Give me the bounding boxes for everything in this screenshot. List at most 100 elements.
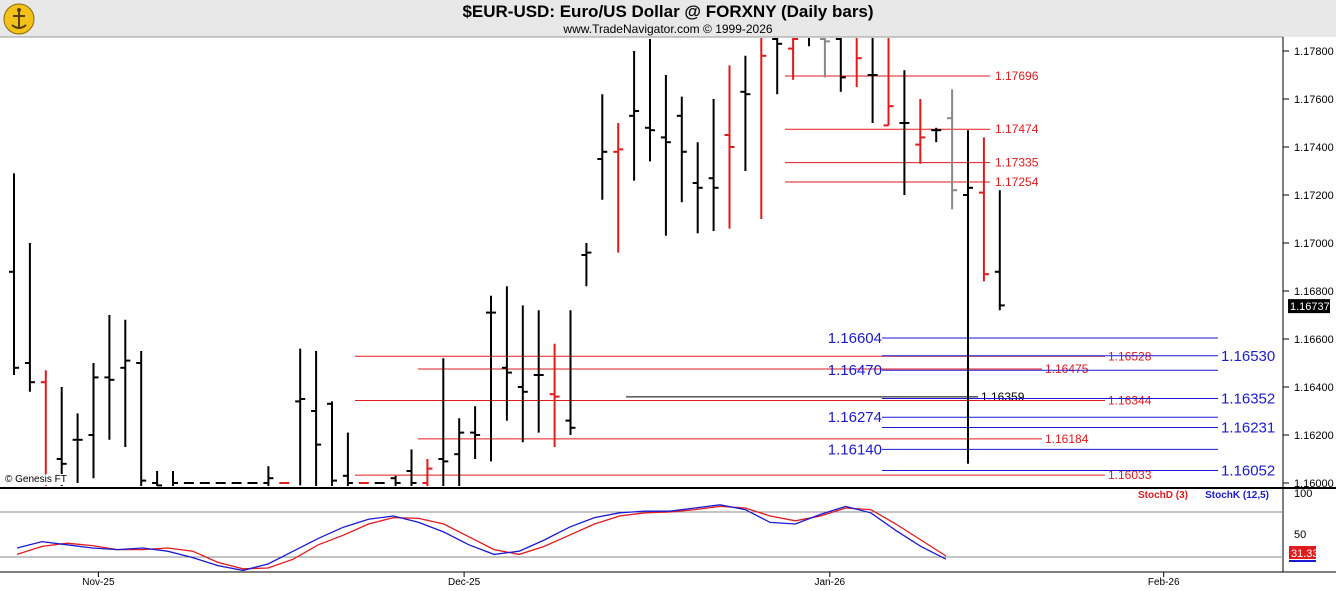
resistance-label-9: 1.16033 — [1108, 468, 1152, 482]
stochD-line — [16, 505, 947, 570]
ohlc-bar-58 — [931, 127, 942, 143]
ohlc-bar-1 — [24, 243, 35, 392]
stoch-tick-100: 100 — [1294, 488, 1312, 500]
x-tick-label-0: Nov-25 — [82, 577, 115, 588]
ohlc-bar-30 — [486, 295, 496, 462]
ohlc-bar-38 — [613, 123, 624, 253]
ohlc-bar-19 — [311, 351, 322, 486]
x-tick-label-3: Feb-26 — [1148, 577, 1180, 588]
ohlc-bar-10 — [172, 471, 178, 486]
support-label-1: 1.16530 — [1221, 348, 1275, 365]
ohlc-bar-59 — [947, 89, 958, 210]
ohlc-bar-32 — [517, 305, 528, 443]
ohlc-bar-21 — [342, 432, 353, 486]
ohlc-bar-48 — [772, 38, 783, 95]
ohlc-bar-4 — [72, 413, 83, 483]
ohlc-bar-35 — [565, 310, 576, 435]
resistance-label-6: 1.16359 — [981, 390, 1025, 404]
x-tick-label-2: Jan-26 — [815, 577, 846, 588]
ohlc-bar-55 — [883, 38, 894, 127]
support-label-5: 1.16231 — [1221, 420, 1275, 437]
ohlc-bar-31 — [501, 286, 512, 421]
ohlc-bar-36 — [581, 243, 592, 287]
copyright-notice: © Genesis FT — [4, 474, 68, 485]
ohlc-bar-57 — [915, 99, 926, 164]
resistance-label-3: 1.17254 — [995, 175, 1039, 189]
date-x-axis: Nov-25 Dec-25 Jan-26 Feb-26 — [82, 572, 1180, 588]
support-label-2: 1.16470 — [828, 362, 882, 379]
resistance-label-2: 1.17335 — [995, 156, 1039, 170]
y-tick-label-9: 1.16000 — [1294, 478, 1334, 490]
ohlc-bar-42 — [676, 96, 687, 203]
last-price-label: 1.16737 — [1290, 301, 1330, 313]
ohlc-bar-29 — [470, 406, 481, 459]
ohlc-bar-39 — [629, 51, 640, 181]
ohlc-bar-40 — [645, 39, 655, 162]
ohlc-bar-3 — [56, 387, 67, 486]
chart-header — [0, 0, 1336, 37]
resistance-label-7: 1.16344 — [1108, 393, 1152, 407]
ohlc-bar-41 — [660, 75, 671, 236]
ohlc-bar-24 — [390, 475, 401, 486]
levels-layer: 1.176961.174741.173351.172541.165281.164… — [355, 69, 1275, 482]
ohlc-bar-37 — [597, 94, 608, 200]
ohlc-bar-8 — [136, 351, 147, 486]
ohlc-bar-18 — [295, 348, 306, 486]
ohlc-bar-53 — [855, 38, 862, 87]
ohlc-bar-27 — [438, 358, 449, 486]
ohlc-bar-56 — [899, 70, 910, 195]
support-label-7: 1.16052 — [1221, 463, 1275, 480]
ohlc-bar-9 — [152, 471, 163, 487]
last-price-marker: 1.16737 — [1288, 299, 1330, 314]
ohlc-bar-45 — [724, 65, 735, 229]
ohlc-bar-54 — [867, 38, 878, 123]
x-tick-label-1: Dec-25 — [448, 577, 481, 588]
ohlc-bar-0 — [9, 173, 19, 375]
ohlc-bar-5 — [88, 363, 99, 479]
ohlc-bar-6 — [104, 315, 115, 440]
ohlc-bar-52 — [835, 38, 846, 92]
stoch-value-badge — [1289, 546, 1316, 559]
stochK-line — [16, 504, 947, 572]
ohlc-bar-20 — [327, 401, 337, 486]
y-tick-label-1: 1.17600 — [1294, 94, 1334, 106]
ohlc-bar-7 — [120, 319, 131, 447]
ohlc-bar-43 — [692, 142, 703, 234]
bars-layer — [9, 38, 1005, 487]
y-tick-label-3: 1.17200 — [1294, 190, 1334, 202]
support-label-4: 1.16274 — [828, 409, 882, 426]
ohlc-bar-61 — [978, 137, 989, 282]
resistance-label-8: 1.16184 — [1045, 432, 1089, 446]
resistance-label-0: 1.17696 — [995, 69, 1039, 83]
y-tick-label-0: 1.17800 — [1294, 46, 1334, 58]
legend-stochD: StochD (3) — [1138, 490, 1188, 501]
support-label-3: 1.16352 — [1221, 391, 1275, 408]
ohlc-bar-62 — [994, 190, 1005, 311]
support-label-0: 1.16604 — [828, 330, 882, 347]
stoch-value-label: 31.33 — [1291, 548, 1319, 560]
y-tick-label-6: 1.16600 — [1294, 334, 1334, 346]
ohlc-bar-51 — [819, 38, 830, 78]
resistance-label-5: 1.16475 — [1045, 362, 1089, 376]
y-tick-label-4: 1.17000 — [1294, 238, 1334, 250]
ohlc-bar-2 — [40, 370, 51, 486]
y-tick-label-5: 1.16800 — [1294, 286, 1334, 298]
navigator-logo-icon — [3, 3, 35, 35]
legend-stochK: StochK (12,5) — [1205, 490, 1269, 501]
ohlc-bar-26 — [422, 459, 433, 486]
y-tick-label-2: 1.17400 — [1294, 142, 1334, 154]
stochastic-panel: StochD (3) StochK (12,5) 100 50 31.33 — [16, 488, 1319, 572]
ohlc-bar-16 — [263, 466, 274, 486]
y-tick-label-7: 1.16400 — [1294, 382, 1334, 394]
ohlc-bar-60 — [963, 130, 973, 464]
support-label-6: 1.16140 — [828, 441, 882, 458]
y-tick-label-8: 1.16200 — [1294, 430, 1334, 442]
ohlc-bar-25 — [406, 449, 417, 486]
last-price-badge — [1288, 299, 1330, 314]
price-y-axis: 1.17800 1.17600 1.17400 1.17200 1.17000 1.168… — [1283, 46, 1334, 490]
ohlc-bar-49 — [788, 38, 799, 80]
resistance-label-1: 1.17474 — [995, 122, 1039, 136]
ohlc-bar-46 — [740, 55, 751, 171]
ohlc-bar-34 — [549, 343, 560, 447]
